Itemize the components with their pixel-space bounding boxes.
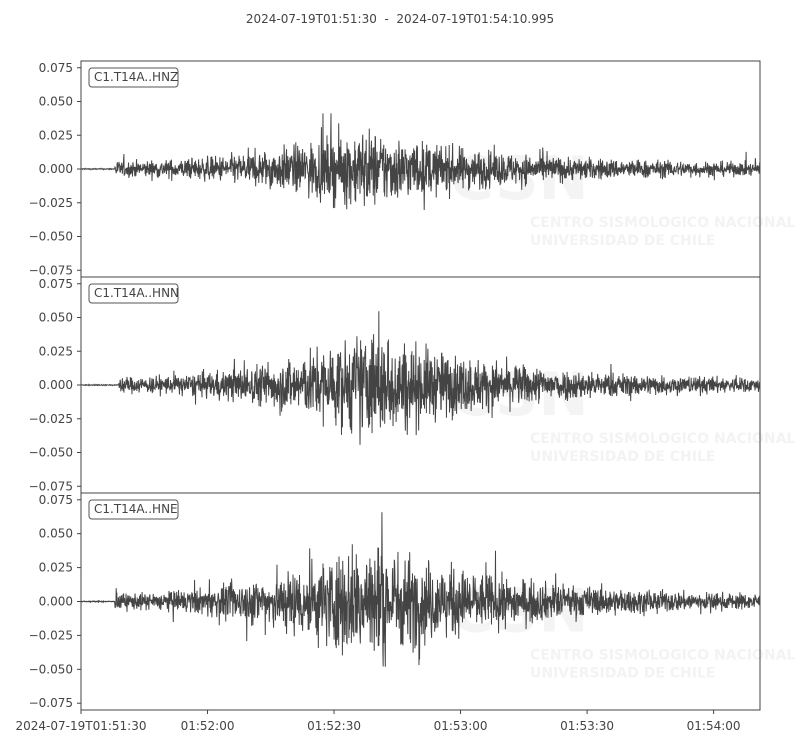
y-tick-label: 0.075 xyxy=(39,493,73,507)
plot-title: 2024-07-19T01:51:30 - 2024-07-19T01:54:1… xyxy=(245,12,555,26)
watermark-line2: UNIVERSIDAD DE CHILE xyxy=(530,449,715,465)
y-tick-label: −0.075 xyxy=(29,696,73,710)
y-tick-label: 0.050 xyxy=(39,95,73,109)
watermark-line2: UNIVERSIDAD DE CHILE xyxy=(530,666,715,682)
channel-label: C1.T14A..HNE xyxy=(88,499,179,520)
y-tick-label: −0.050 xyxy=(29,662,73,676)
y-tick-label: −0.075 xyxy=(29,479,73,493)
x-tick-label: 01:54:00 xyxy=(687,719,741,733)
y-tick-label: 0.050 xyxy=(39,311,73,325)
y-tick-label: 0.000 xyxy=(39,595,73,609)
waveform-trace xyxy=(80,512,761,667)
x-tick-label: 01:53:00 xyxy=(434,719,488,733)
channel-label-text: C1.T14A..HNN xyxy=(94,286,179,300)
channel-label-box xyxy=(88,67,179,88)
y-tick-label: −0.025 xyxy=(29,196,73,210)
channel-label-text: C1.T14A..HNE xyxy=(94,502,178,516)
watermark-line2: UNIVERSIDAD DE CHILE xyxy=(530,233,715,249)
y-tick-label: 0.075 xyxy=(39,61,73,75)
x-tick-label: 01:52:30 xyxy=(307,719,361,733)
channel-label-text: C1.T14A..HNZ xyxy=(94,70,178,84)
x-tick-label: 01:53:30 xyxy=(560,719,614,733)
watermark-line1: CENTRO SISMOLOGICO NACIONAL xyxy=(530,215,795,231)
y-tick-label: −0.075 xyxy=(29,263,73,277)
channel-label-box xyxy=(88,283,179,304)
x-tick-label: 2024-07-19T01:51:30 xyxy=(16,719,147,733)
waveform-trace xyxy=(80,311,761,445)
y-tick-label: 0.050 xyxy=(39,527,73,541)
y-tick-label: 0.000 xyxy=(39,162,73,176)
y-tick-label: 0.025 xyxy=(39,128,73,142)
y-tick-label: −0.025 xyxy=(29,628,73,642)
channel-label-box xyxy=(88,499,179,520)
waveform-trace xyxy=(80,113,761,210)
y-tick-label: 0.000 xyxy=(39,378,73,392)
y-tick-label: −0.050 xyxy=(29,230,73,244)
watermark-line1: CENTRO SISMOLOGICO NACIONAL xyxy=(530,431,795,447)
x-tick-label: 01:52:00 xyxy=(181,719,235,733)
watermark-line1: CENTRO SISMOLOGICO NACIONAL xyxy=(530,648,795,664)
y-tick-label: −0.050 xyxy=(29,446,73,460)
channel-label: C1.T14A..HNN xyxy=(88,283,179,304)
y-tick-label: 0.025 xyxy=(39,561,73,575)
channel-label: C1.T14A..HNZ xyxy=(88,67,179,88)
y-tick-label: 0.025 xyxy=(39,344,73,358)
y-tick-label: −0.025 xyxy=(29,412,73,426)
y-tick-label: 0.075 xyxy=(39,277,73,291)
